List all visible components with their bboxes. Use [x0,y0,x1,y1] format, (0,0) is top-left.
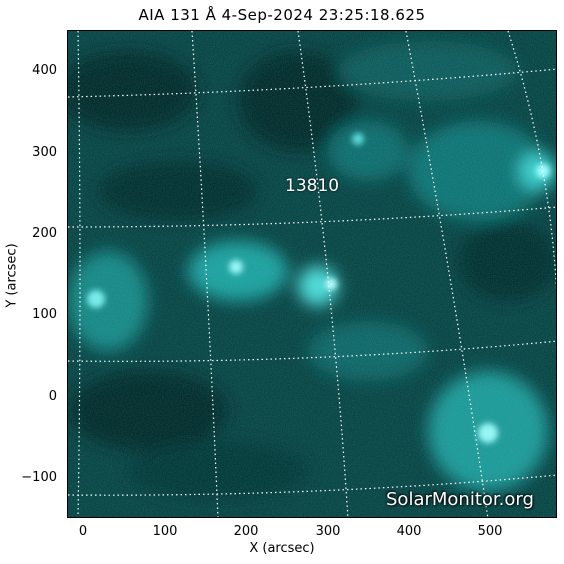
plot-title: AIA 131 Å 4-Sep-2024 23:25:18.625 [138,6,426,24]
solar-image [68,31,556,517]
x-tick-label: 400 [396,524,422,539]
x-axis-title: X (arcsec) [249,541,315,556]
y-tick-label: 100 [32,307,57,322]
y-tick-label: 200 [32,226,57,241]
y-axis-title: Y (arcsec) [4,243,20,308]
active-region-label: 13810 [285,176,340,196]
solarmonitor-watermark: SolarMonitor.org [386,489,534,510]
y-tick-label: −100 [21,470,57,485]
x-tick-label: 0 [78,524,88,539]
y-tick-label: 0 [48,389,57,404]
x-tick-label: 100 [152,524,178,539]
solar-image-frame [67,30,557,518]
x-tick-label: 500 [477,524,503,539]
y-tick-label: 400 [32,63,57,78]
x-tick-label: 300 [315,524,341,539]
y-tick-label: 300 [32,145,57,160]
x-tick-label: 200 [233,524,259,539]
heliographic-grid [68,31,556,517]
